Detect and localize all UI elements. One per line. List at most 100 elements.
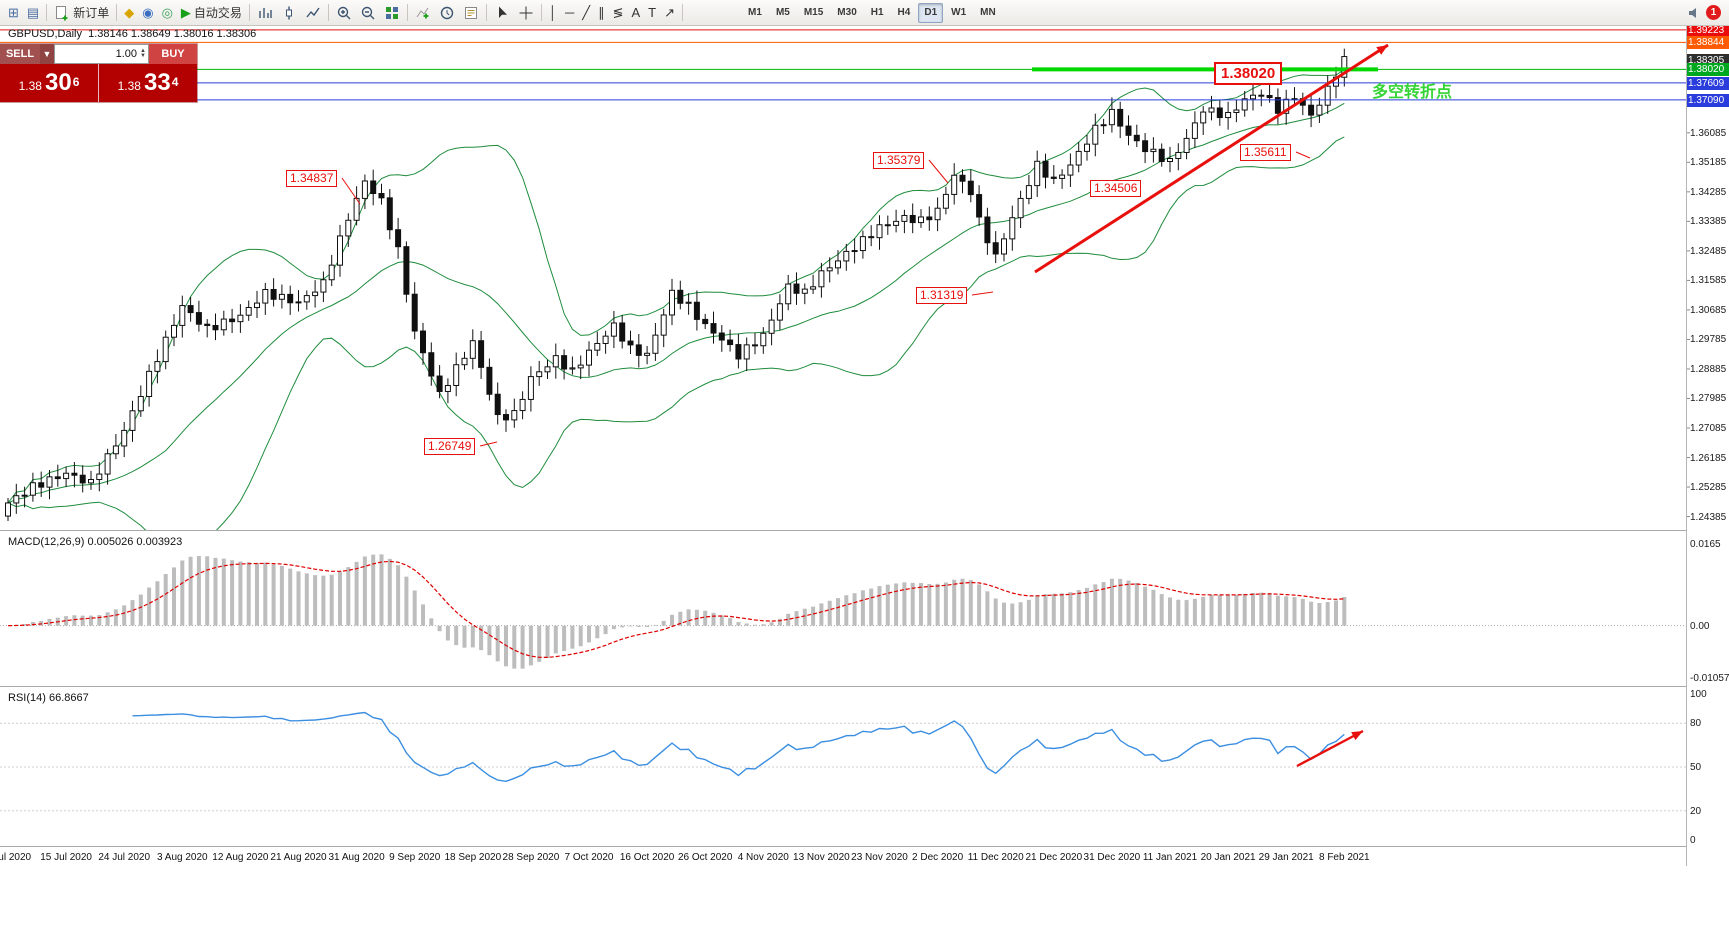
crosshair-icon	[518, 5, 534, 21]
periods-button[interactable]	[435, 2, 459, 24]
crosshair-button[interactable]	[514, 2, 538, 24]
time-axis-label: 23 Nov 2020	[851, 852, 908, 863]
timeframe-m30[interactable]: M30	[837, 7, 857, 18]
timeframe-w1[interactable]: W1	[951, 7, 967, 18]
price-axis-label: 1.31585	[1690, 275, 1727, 287]
volume-input[interactable]: 1.00 ▲ ▼	[54, 44, 149, 64]
buy-price[interactable]: 1.38 33 4	[99, 64, 197, 102]
time-axis-label: 3 Aug 2020	[156, 852, 208, 863]
buy-button[interactable]: BUY	[149, 44, 197, 64]
time-axis-label: 12 Aug 2020	[212, 852, 269, 863]
line-chart-icon	[305, 5, 321, 21]
notification-badge[interactable]: 1	[1706, 5, 1721, 20]
arrows-button[interactable]: ↗	[660, 2, 679, 24]
rsi-line	[132, 711, 1345, 783]
volume-value: 1.00	[115, 48, 138, 60]
new-order-button[interactable]: 新订单	[50, 2, 113, 24]
time-axis-label: 24 Jul 2020	[98, 852, 151, 863]
navigator-button[interactable]: ◉	[138, 2, 157, 24]
sell-price-sup: 6	[72, 75, 80, 89]
channel-button[interactable]: ∥	[594, 2, 609, 24]
time-axis-label: 9 Sep 2020	[389, 852, 441, 863]
order-type-dropdown[interactable]: ▼	[40, 44, 54, 64]
auto-trading-button[interactable]: ▶ 自动交易	[177, 2, 246, 24]
panel-separator[interactable]	[0, 686, 1686, 687]
trend-arrow[interactable]	[1034, 43, 1389, 274]
chart-window[interactable]: GBPUSD,Daily 1.38146 1.38649 1.38016 1.3…	[0, 26, 1729, 944]
chevron-down-icon: ▼	[42, 49, 52, 59]
bollinger-bands	[7, 69, 1345, 530]
price-axis-label: 1.28885	[1690, 363, 1727, 375]
tile-windows-button[interactable]	[380, 2, 404, 24]
terminal-button[interactable]: ◎	[158, 2, 177, 24]
buy-price-sup: 4	[171, 75, 179, 89]
text-button[interactable]: A	[628, 2, 645, 24]
timeframe-m5[interactable]: M5	[775, 7, 790, 18]
text-icon: A	[631, 4, 641, 20]
new-order-icon	[54, 5, 70, 21]
price-axis-label: 1.27085	[1690, 423, 1727, 434]
templates-button[interactable]	[459, 2, 483, 24]
stepper-down-icon[interactable]: ▼	[140, 53, 146, 59]
candlestick-button[interactable]	[277, 2, 301, 24]
horizontal-level-lines[interactable]	[0, 29, 1686, 101]
toolbar-separator	[327, 4, 329, 21]
horizontal-line-button[interactable]: ─	[561, 2, 578, 24]
buy-price-big: 33	[143, 69, 171, 96]
annotation-pointer	[928, 159, 949, 184]
vertical-line-button[interactable]: │	[545, 2, 561, 24]
cursor-button[interactable]	[490, 2, 514, 24]
macd-histogram	[14, 554, 1347, 669]
trend-arrow[interactable]	[1296, 729, 1364, 768]
panel-separator[interactable]	[0, 846, 1686, 847]
stepper-up-icon[interactable]: ▲	[140, 48, 146, 54]
text-label-button[interactable]: T	[644, 2, 660, 24]
zoom-in-button[interactable]	[332, 2, 356, 24]
timeframe-m15[interactable]: M15	[803, 7, 824, 18]
time-axis-label: 16 Oct 2020	[619, 852, 675, 863]
market-watch-button[interactable]: ◆	[120, 2, 138, 24]
chart-profiles-button[interactable]: ▤	[23, 2, 43, 24]
time-axis-label: 31 Dec 2020	[1083, 852, 1141, 863]
line-chart-button[interactable]	[301, 2, 325, 24]
toolbar-separator	[485, 4, 487, 21]
time-axis-label: 11 Dec 2020	[967, 852, 1024, 863]
bar-chart-button[interactable]	[253, 2, 277, 24]
price-axis-label: 1.36085	[1690, 127, 1727, 139]
timeframe-mn[interactable]: MN	[980, 7, 996, 18]
timeframe-d1[interactable]: D1	[918, 2, 944, 23]
new-chart-button[interactable]: ⊞	[4, 2, 23, 24]
timeframe-h1[interactable]: H1	[870, 7, 884, 18]
panel-separator[interactable]	[0, 530, 1686, 531]
candlestick-icon	[281, 5, 297, 21]
time-axis-label: 28 Sep 2020	[502, 852, 560, 863]
main-toolbar: ⊞ ▤ 新订单 ◆ ◉ ◎ ▶ 自动交易 │ ─ ╱ ∥ ≶ A T ↗ M1 M5 M15 M30 H1 H4 D1 W1 M…	[0, 0, 1729, 26]
symbol-ohlc-readout: GBPUSD,Daily 1.38146 1.38649 1.38016 1.3…	[8, 28, 257, 40]
price-axis-label: 1.29785	[1690, 334, 1727, 346]
timeframe-h4[interactable]: H4	[897, 7, 911, 18]
rsi-panel-canvas[interactable]	[0, 688, 1729, 846]
macd-indicator-label: MACD(12,26,9) 0.005026 0.003923	[8, 536, 183, 548]
new-chart-icon: ⊞	[8, 4, 19, 20]
macd-axis-label: 0.00	[1690, 620, 1710, 632]
time-axis-label: 15 Jul 2020	[40, 852, 92, 863]
volume-stepper[interactable]: ▲ ▼	[140, 48, 146, 59]
price-axis-tag: 1.39223	[1687, 26, 1729, 37]
price-axis-label: 1.27985	[1690, 393, 1727, 405]
rsi-axis-label: 50	[1690, 762, 1702, 773]
trendline-button[interactable]: ╱	[578, 2, 594, 24]
sell-button[interactable]: SELL	[0, 44, 40, 64]
time-axis-label: 4 Nov 2020	[737, 852, 789, 863]
candlestick-series[interactable]	[5, 48, 1348, 521]
sell-price[interactable]: 1.38 30 6	[0, 64, 98, 102]
macd-panel-canvas[interactable]	[0, 532, 1729, 686]
tile-windows-icon	[384, 5, 400, 21]
price-axis-label: 1.35185	[1690, 157, 1727, 169]
timeframe-m1[interactable]: M1	[748, 7, 762, 18]
main-chart-canvas[interactable]	[0, 26, 1729, 530]
alerts-icon[interactable]	[1686, 5, 1702, 21]
fibonacci-button[interactable]: ≶	[609, 2, 628, 24]
toolbar-separator	[248, 4, 250, 21]
zoom-out-button[interactable]	[356, 2, 380, 24]
indicators-button[interactable]	[411, 2, 435, 24]
